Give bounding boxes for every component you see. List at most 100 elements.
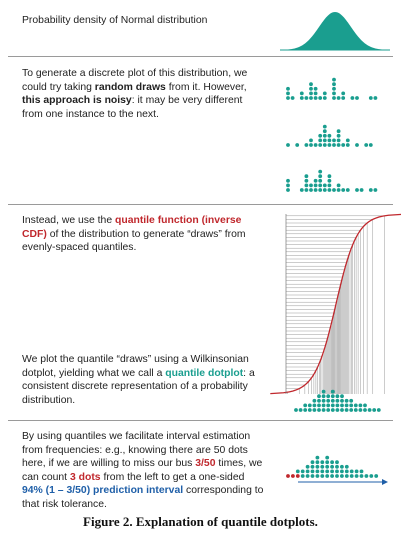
random-dot	[368, 143, 373, 147]
interval-dot	[305, 464, 310, 469]
interval-dot	[325, 455, 330, 460]
quantile-dot	[312, 403, 317, 408]
random-dot	[345, 138, 350, 143]
random-dot	[304, 96, 309, 100]
random-dot	[322, 188, 327, 192]
random-dot	[286, 178, 290, 183]
interval-dot	[354, 469, 359, 474]
quantile-dot	[335, 408, 340, 412]
random-dot	[322, 143, 327, 147]
interval-arrowhead	[382, 479, 388, 485]
quantile-dot	[340, 394, 344, 399]
interval-dotplot	[286, 455, 388, 485]
random-dot	[309, 96, 313, 100]
random-dot	[345, 143, 350, 147]
random-dot	[332, 77, 336, 82]
interval-dot	[325, 464, 330, 469]
figure-caption: Figure 2. Explanation of quantile dotplo…	[83, 514, 318, 529]
random-dot	[345, 188, 350, 192]
random-dot	[286, 91, 290, 96]
quantile-dot	[367, 408, 372, 412]
interval-dot	[315, 460, 320, 465]
random-dot	[327, 178, 332, 183]
interval-dot	[315, 474, 320, 478]
random-dot	[313, 91, 318, 96]
quantile-dot	[353, 408, 358, 412]
quantile-dot	[330, 389, 335, 394]
random-dot	[332, 188, 336, 192]
random-dot	[350, 96, 355, 100]
random-dot	[327, 188, 332, 192]
quantile-dot	[317, 398, 321, 403]
interval-dot	[335, 469, 339, 474]
random-dot	[336, 183, 341, 188]
quantile-dot	[303, 403, 308, 408]
interval-dot	[349, 469, 354, 474]
random-dot	[286, 188, 290, 192]
quantile-dot	[330, 403, 335, 408]
quantile-dot	[349, 398, 354, 403]
quantile-guides	[286, 215, 385, 394]
panel5-text: By using quantiles we facilitate interva…	[22, 431, 264, 510]
interval-dot	[310, 469, 315, 474]
random-dot	[318, 188, 323, 192]
quantile-dot	[330, 398, 335, 403]
random-dot	[318, 183, 323, 188]
interval-dot	[315, 464, 320, 469]
interval-dot	[369, 474, 374, 478]
quantile-dot	[321, 394, 326, 399]
random-dot	[313, 188, 318, 192]
random-dot	[322, 124, 327, 129]
random-dot	[373, 188, 378, 192]
quantile-curve	[270, 213, 401, 395]
quantile-dot	[330, 408, 335, 412]
random-dot	[313, 183, 318, 188]
interval-dot	[364, 474, 369, 478]
quantile-dot	[326, 394, 331, 399]
quantile-dot	[326, 398, 331, 403]
random-dot	[341, 143, 346, 147]
quantile-dot	[335, 403, 340, 408]
quantile-dot	[340, 403, 344, 408]
random-dot	[309, 143, 313, 147]
random-dot	[336, 133, 341, 138]
quantile-dot	[317, 408, 321, 412]
random-dot	[373, 96, 378, 100]
quantile-dot	[317, 403, 321, 408]
random-dot	[364, 143, 369, 147]
interval-dot	[374, 474, 379, 478]
random-dot	[341, 96, 346, 100]
quantile-dot	[330, 394, 335, 399]
quantile-dot	[376, 408, 381, 412]
interval-dot	[315, 455, 320, 460]
quantile-dot	[340, 408, 344, 412]
random-dot	[304, 143, 309, 147]
random-dot	[309, 82, 313, 87]
quantile-dot	[326, 408, 331, 412]
random-dot	[336, 143, 341, 147]
random-dot	[313, 86, 318, 91]
random-draw-dotplots	[286, 77, 378, 192]
random-dot	[318, 178, 323, 183]
interval-dot	[340, 474, 344, 478]
quantile-dot	[298, 408, 303, 412]
interval-dot	[340, 464, 344, 469]
interval-dot	[320, 464, 325, 469]
quantile-dot	[358, 408, 363, 412]
random-dot	[318, 133, 323, 138]
random-dot	[327, 174, 332, 179]
random-dot	[304, 178, 309, 183]
random-dot	[355, 143, 359, 147]
interval-dot	[325, 469, 330, 474]
random-dot	[332, 143, 336, 147]
random-dot	[322, 129, 327, 134]
quantile-dot	[307, 408, 312, 412]
quantile-dot	[335, 394, 340, 399]
random-dot	[309, 188, 313, 192]
random-dot	[295, 143, 300, 147]
random-dot	[336, 138, 341, 143]
interval-dot	[335, 460, 339, 465]
quantile-dot	[312, 408, 317, 412]
random-dot	[318, 174, 323, 179]
interval-dot	[330, 469, 334, 474]
